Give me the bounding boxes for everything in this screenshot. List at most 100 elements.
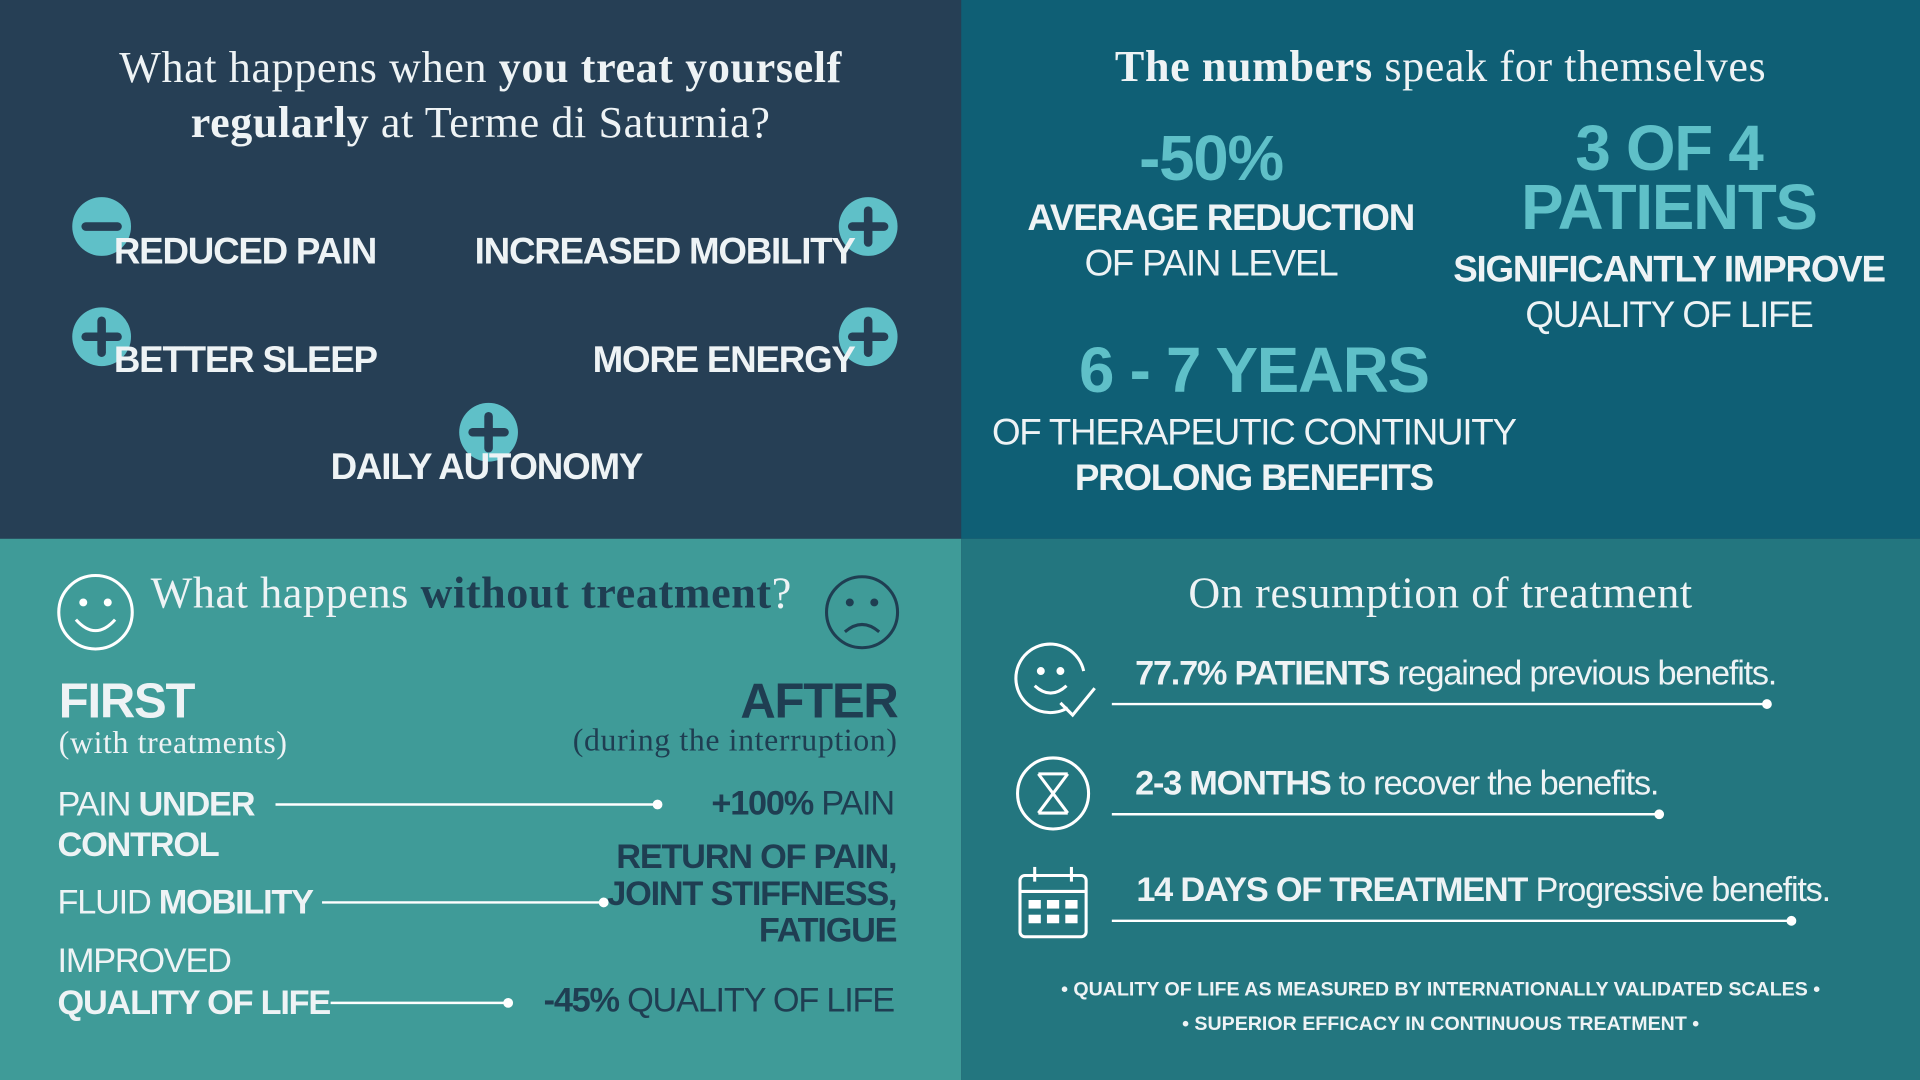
footnote: • QUALITY OF LIFE AS MEASURED BY INTERNA… (1061, 979, 1821, 1001)
shape (1028, 914, 1041, 924)
stat-line: AVERAGE REDUCTION (1027, 198, 1415, 239)
footnote: • SUPERIOR EFFICACY IN CONTINUOUS TREATM… (1182, 1013, 1700, 1035)
text-part: CONTROL (57, 825, 220, 864)
text-part: -45% (543, 980, 620, 1019)
icon-group (81, 206, 889, 453)
text-part: QUALITY OF LIFE (618, 980, 895, 1019)
after-note: (during the interruption) (572, 722, 898, 758)
benefit: REDUCED PAIN (113, 231, 377, 272)
stat-value: 3 OF 4 PATIENTS (1449, 118, 1890, 240)
text-part: Progressive benefits. (1527, 870, 1831, 909)
shape (1056, 667, 1065, 676)
shape (1762, 699, 1772, 709)
shape (1016, 756, 1091, 831)
shape (79, 598, 88, 607)
shape (652, 799, 663, 810)
title-part: at Terme di Saturnia? (369, 97, 771, 147)
after-label: AFTER (740, 674, 898, 729)
text-part: to recover the benefits. (1330, 764, 1660, 803)
shape (1046, 900, 1060, 909)
benefit: DAILY AUTONOMY (330, 446, 644, 488)
connector-lines (275, 699, 1797, 1008)
stat-value: 6 - 7 YEARS (1078, 335, 1430, 407)
shape (1786, 915, 1797, 926)
title-part: speak for themselves (1372, 41, 1767, 91)
shape (843, 622, 881, 634)
shape (1059, 687, 1096, 718)
stat-value-part: 3 OF 4 (1575, 113, 1764, 185)
shape (598, 897, 609, 908)
title-part: The numbers (1114, 41, 1373, 91)
shape (1033, 684, 1068, 695)
shape (74, 618, 117, 633)
text-part: MOBILITY (158, 882, 314, 921)
first-note: (with treatments) (58, 724, 288, 761)
text-part: 2-3 MONTHS (1135, 764, 1332, 803)
stat-line: OF THERAPEUTIC CONTINUITY (991, 412, 1517, 454)
text-part: QUALITY OF LIFE (57, 983, 332, 1022)
text-part: JOINT STIFFNESS, (607, 874, 897, 913)
text-part: IMPROVED (57, 941, 232, 980)
benefit: BETTER SLEEP (113, 340, 378, 381)
text-part: regained previous benefits. (1389, 653, 1777, 692)
text-part: FLUID (57, 882, 159, 921)
benefit: MORE ENERGY (592, 340, 856, 381)
before-state: IMPROVED QUALITY OF LIFE (57, 940, 332, 1023)
after-state: -45% QUALITY OF LIFE (465, 980, 895, 1020)
shape (1014, 642, 1086, 715)
after-state: RETURN OF PAIN, JOINT STIFFNESS, FATIGUE (529, 837, 898, 949)
resumption-item: 14 DAYS OF TREATMENT Progressive benefit… (1136, 870, 1831, 910)
panel-without (0, 538, 962, 1080)
title-part: What happens (150, 568, 421, 618)
title-part: without treatment (420, 568, 772, 618)
stat-value: -50% (1139, 123, 1284, 195)
title-part: regularly (190, 97, 370, 147)
before-state: PAIN UNDER CONTROL (57, 784, 256, 865)
shape (1065, 900, 1078, 909)
smiley-icon (57, 573, 134, 651)
icon-group (1028, 900, 1078, 924)
shape (503, 997, 514, 1008)
shape (57, 573, 134, 651)
first-label: FIRST (58, 674, 196, 729)
sad-icon (825, 575, 900, 650)
text-part: 14 DAYS OF TREATMENT (1136, 870, 1528, 909)
text-part: RETURN OF PAIN, (616, 837, 897, 876)
before-state: FLUID MOBILITY (57, 882, 314, 922)
treat-title: What happens when you treat yourself regu… (0, 40, 961, 150)
text-part: 77.7% PATIENTS (1135, 653, 1390, 692)
title-part: ? (771, 568, 792, 618)
benefit: INCREASED MOBILITY (474, 231, 856, 272)
shape (1037, 772, 1069, 815)
panel-numbers (961, 0, 1920, 539)
text-part: PAIN (812, 783, 895, 822)
after-state: +100% PAIN (527, 783, 895, 823)
shape (1018, 873, 1088, 939)
without-title: What happens without treatment? (151, 567, 792, 618)
resumption-item: 77.7% PATIENTS regained previous benefit… (1135, 653, 1777, 693)
text-part: UNDER (138, 784, 255, 823)
shape (825, 575, 900, 650)
title-part: What happens when (119, 42, 499, 92)
stat-line: QUALITY OF LIFE (1525, 295, 1813, 336)
stat-line: SIGNIFICANTLY IMPROVE (1453, 249, 1886, 291)
resumption-icons (1014, 642, 1096, 939)
stat-line: PROLONG BENEFITS (1074, 457, 1434, 499)
text-part: FATIGUE (758, 911, 898, 949)
shape (1065, 914, 1078, 924)
stat-line: OF PAIN LEVEL (1084, 243, 1339, 285)
resumption-item: 2-3 MONTHS to recover the benefits. (1135, 764, 1660, 803)
resumption-title: On resumption of treatment (1188, 568, 1693, 618)
stat-value-part: PATIENTS (1521, 172, 1818, 244)
panel-resumption (961, 538, 1920, 1080)
shape (1036, 667, 1045, 676)
title-part: you treat yourself (498, 42, 842, 92)
text-part: PAIN (57, 784, 139, 823)
shape (845, 598, 854, 607)
shape (1028, 900, 1041, 909)
text-part: +100% (711, 783, 814, 822)
shape (1654, 809, 1665, 820)
shape (1046, 914, 1060, 924)
